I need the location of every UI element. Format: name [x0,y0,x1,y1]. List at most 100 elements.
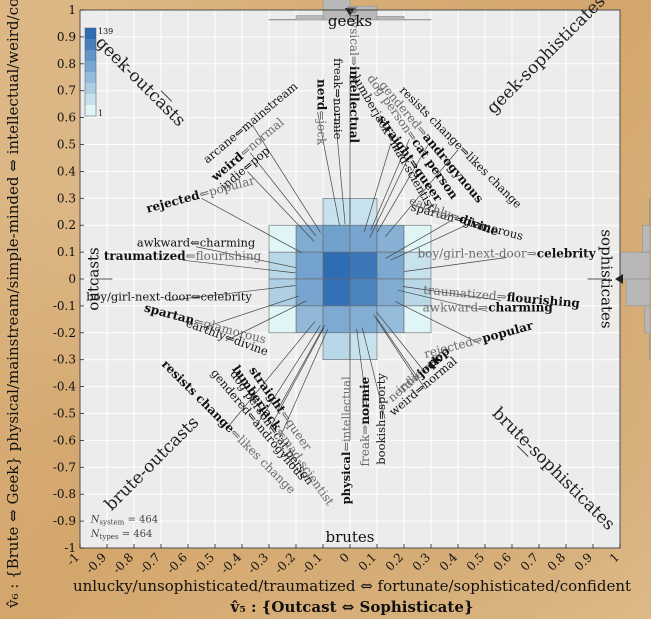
y-tick-label: -0.4 [53,380,77,394]
heatmap-cell [349,198,378,226]
annotation-plain: ⇐flourishing [186,249,262,263]
heatmap-cell [403,305,432,334]
y-tick-label: -0.3 [53,353,76,367]
y-tick-label: 0.5 [57,138,76,152]
x-axis-label: unlucky/unsophisticated/traumatized ⇔ fo… [73,577,631,595]
annotation-line [385,149,459,238]
x-tick-label: -0.6 [164,550,190,576]
annotation-label: boy/girl-next-door⇐celebrity [86,290,252,304]
annotation-plain: physical⇒ [347,6,361,66]
annotation-line [201,197,302,254]
annotation-line [370,138,410,231]
heatmap-cell [322,224,351,253]
n-subscript: system [100,518,125,526]
marginal-bar-right [644,305,651,334]
y-tick-label: 0 [68,272,76,286]
y-tick-label: 0.4 [57,164,76,178]
x-tick-label: 0.9 [572,550,595,573]
annotation-label: awkward⇐charming [137,236,256,250]
marginal-marker-right [615,274,623,284]
annotation-line [317,112,340,226]
mid-label: brutes [325,528,374,546]
colorbar-swatch [85,83,96,95]
marginal-bar-right [619,251,651,280]
x-tick-label: 0.8 [545,550,568,573]
y-tick-label: 0.6 [57,111,76,125]
heatmap-cell [349,332,378,360]
x-tick-label: 0.6 [491,550,514,573]
n-subscript: types [100,533,119,541]
colorbar-swatch [85,105,96,117]
n-count-label: Nsystem = 464 [90,514,158,526]
y-tick-label: 0.1 [57,245,76,259]
heatmap-cell [349,305,378,334]
marginal-bar-right [625,278,651,307]
annotation-label: physical⇒intellectual [347,6,361,144]
heatmap-cell [322,305,351,334]
colorbar-swatch [85,61,96,73]
annotation-line [377,144,429,233]
marginal-bar-top [268,19,297,21]
heatmap-cell [268,224,297,253]
annotation-plain: freak⇒ [358,425,372,467]
heatmap-cell [295,278,324,307]
annotation-line [363,144,391,233]
annotation-line [390,224,467,261]
heatmap-cell [349,251,378,280]
annotation-bold: normie [358,376,372,424]
heatmap-cell [268,278,297,307]
heatmap-cells [268,198,432,360]
annotation-bold: charming [488,300,553,314]
annotation-bold: nerd [315,79,329,111]
x-tick-label: -0.8 [110,550,136,576]
annotation-bold: flourishing [506,290,581,310]
marginal-bar-right [642,224,651,253]
x-tick-label: 0.7 [518,550,541,573]
y-tick-label: 1 [68,3,76,17]
heatmap-cell [322,251,351,280]
annotation-label: freak⇒normie [331,58,345,139]
annotation-bold: traumatized [104,249,186,263]
colorbar-swatch [85,94,96,106]
x-tick-label: 0 [337,550,352,565]
y-tick-label: 0.3 [57,191,76,205]
heatmap-cell [349,224,378,253]
n-value: = 464 [124,514,158,525]
heatmap-cell [268,305,297,334]
annotation-plain: awkward⇒ [423,300,489,314]
y-tick-label: -0.7 [53,460,76,474]
annotation-bold: physical [339,451,353,504]
annotation-bold: celebrity [537,246,597,260]
marginal-bar-top [403,19,432,21]
annotation-label: awkward⇒charming [423,300,554,314]
x-tick-label: 0.2 [383,550,406,573]
annotation-line [333,98,346,225]
annotation-line [404,257,507,272]
x-tick-label: 0.3 [410,550,433,573]
colorbar-frame [84,27,97,117]
y-tick-label: -1 [64,541,76,555]
x-tick-label: -0.5 [191,550,217,576]
annotation-line [204,295,300,328]
annotation-line [356,328,370,422]
x-tick-label: -0.2 [272,550,298,576]
x-tick-label: 0.1 [356,550,379,573]
annotation-line [385,219,453,259]
colorbar-max-label: 139 [98,27,113,36]
mid-label: geeks [328,12,372,30]
annotation-line [279,329,329,438]
annotation-line [398,289,488,312]
annotation-label: boy/girl-next-door⇒celebrity [417,246,596,260]
n-symbol: N [90,514,101,525]
annotation-line [276,324,325,411]
x-tick-label: 0.5 [464,550,487,573]
x-tick-label: 1 [607,550,622,565]
y-tick-label: 0.7 [57,84,76,98]
annotation-line [255,325,321,428]
annotation-line [373,314,418,382]
x-axis-sublabel: v̂₅ : {Outcast ⇔ Sophisticate} [229,598,473,616]
n-count-label: Ntypes = 464 [90,529,153,541]
n-symbol: N [90,529,101,540]
annotation-bold: intellectual [347,66,361,144]
